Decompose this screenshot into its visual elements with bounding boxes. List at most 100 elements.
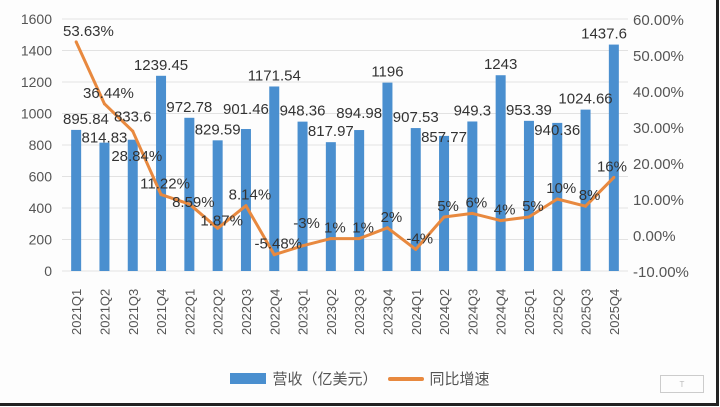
chart: 0 200 400 600 800 1000 1200 1400 1600 -10.00% 0.00… — [21, 11, 689, 335]
growth-point-2025Q1 — [527, 215, 531, 219]
category-label: 2025Q1 — [522, 289, 537, 335]
growth-point-2021Q1 — [74, 40, 78, 44]
growth-point-2024Q3 — [470, 211, 474, 215]
bar-data-label: 940.36 — [534, 122, 580, 139]
legend-revenue-label: 营收（亿美元） — [272, 371, 378, 388]
category-label: 2023Q4 — [380, 289, 395, 335]
bar-data-label: 907.53 — [393, 109, 439, 126]
watermark-logo: T — [660, 375, 704, 393]
right-tick-label: 50.00% — [633, 48, 684, 65]
bar-data-label: 829.59 — [195, 121, 241, 138]
legend: 营收（亿美元） 同比增速 — [0, 368, 720, 389]
bar-data-label: 1024.66 — [558, 91, 612, 108]
line-data-label: -3% — [293, 215, 320, 232]
legend-bar-swatch — [230, 373, 267, 384]
bar-2025Q4 — [608, 44, 619, 271]
right-tick-label: 40.00% — [633, 84, 684, 101]
right-tick-label: -10.00% — [633, 264, 689, 281]
bar-2025Q2 — [552, 122, 563, 271]
line-data-label: 28.84% — [111, 148, 162, 165]
growth-point-2021Q4 — [159, 193, 163, 197]
category-label: 2021Q1 — [69, 289, 84, 335]
bar-2023Q2 — [325, 142, 336, 271]
growth-point-2025Q4 — [612, 175, 616, 179]
left-tick-label: 1400 — [21, 43, 52, 59]
bar-data-label: 857.77 — [421, 129, 467, 146]
growth-point-2022Q3 — [244, 204, 248, 208]
line-data-label: 36.44% — [83, 85, 134, 102]
bar-2021Q2 — [99, 142, 110, 271]
left-tick-label: 1200 — [21, 74, 52, 90]
legend-revenue: 营收（亿美元） — [230, 368, 378, 389]
growth-point-2023Q2 — [329, 237, 333, 241]
bar-data-label: 972.78 — [166, 99, 212, 116]
bar-2025Q3 — [580, 109, 591, 271]
bar-2024Q4 — [495, 75, 506, 271]
line-data-label: -4% — [406, 230, 433, 247]
category-label: 2025Q4 — [607, 289, 622, 335]
category-label: 2022Q1 — [182, 289, 197, 335]
bar-data-label: 949.3 — [454, 102, 492, 119]
line-data-label: 1.87% — [200, 212, 243, 229]
line-data-label: -5.48% — [254, 236, 302, 253]
bar-data-label: 895.84 — [63, 111, 109, 128]
growth-point-2025Q3 — [584, 204, 588, 208]
line-data-label: 16% — [597, 158, 627, 175]
bar-layer — [71, 44, 619, 272]
legend-growth-label: 同比增速 — [429, 371, 490, 388]
left-tick-label: 1600 — [21, 11, 52, 27]
bar-data-label: 901.46 — [223, 101, 269, 118]
bar-2025Q1 — [523, 120, 534, 272]
right-tick-label: 20.00% — [633, 156, 684, 173]
growth-point-2022Q1 — [187, 202, 191, 206]
bar-2024Q1 — [410, 128, 421, 271]
bar-2022Q3 — [240, 129, 251, 271]
left-tick-label: 0 — [44, 263, 52, 279]
category-label: 2021Q3 — [126, 289, 141, 335]
bar-2021Q1 — [71, 129, 82, 271]
left-tick-label: 1000 — [21, 106, 52, 122]
line-layer — [74, 40, 616, 257]
line-data-label: 6% — [466, 194, 488, 211]
growth-point-2022Q2 — [216, 226, 220, 230]
bar-2024Q3 — [467, 121, 478, 271]
line-data-label: 1% — [352, 220, 374, 237]
bar-data-label: 1437.6 — [581, 26, 627, 43]
line-data-label: 53.63% — [63, 23, 114, 40]
growth-point-2023Q4 — [385, 226, 389, 230]
line-data-label: 8.59% — [172, 194, 215, 211]
bar-data-label: 948.36 — [280, 103, 326, 120]
growth-point-2021Q2 — [102, 102, 106, 106]
bar-data-label: 833.6 — [114, 109, 152, 126]
growth-point-2024Q4 — [499, 219, 503, 223]
line-data-label: 8% — [579, 187, 601, 204]
growth-line — [74, 41, 615, 257]
line-data-label: 11.22% — [140, 176, 190, 193]
line-data-label: 1% — [324, 220, 346, 237]
bar-data-label: 1243 — [484, 56, 517, 73]
bar-data-label: 1196 — [371, 64, 403, 81]
right-tick-label: 10.00% — [633, 192, 684, 209]
category-label: 2023Q2 — [324, 289, 339, 335]
line-data-label: 10% — [546, 180, 576, 197]
category-label: 2024Q2 — [437, 289, 452, 335]
right-tick-label: 60.00% — [633, 12, 684, 29]
bar-2023Q1 — [297, 121, 308, 271]
category-label: 2022Q2 — [211, 289, 226, 335]
bar-data-label: 1239.45 — [134, 57, 188, 74]
category-label: 2025Q2 — [550, 289, 565, 335]
bar-2023Q4 — [382, 82, 393, 271]
bar-2023Q3 — [354, 130, 365, 271]
category-label: 2025Q3 — [579, 289, 594, 335]
category-label: 2022Q3 — [239, 289, 254, 335]
bar-2022Q2 — [212, 140, 223, 271]
growth-point-2021Q3 — [131, 129, 135, 133]
growth-point-2022Q4 — [272, 253, 276, 257]
category-label: 2023Q3 — [352, 289, 367, 335]
left-tick-label: 200 — [29, 232, 53, 248]
growth-point-2024Q2 — [442, 215, 446, 219]
category-label: 2023Q1 — [296, 289, 311, 335]
growth-point-2023Q3 — [357, 237, 361, 241]
growth-point-2024Q1 — [414, 247, 418, 251]
